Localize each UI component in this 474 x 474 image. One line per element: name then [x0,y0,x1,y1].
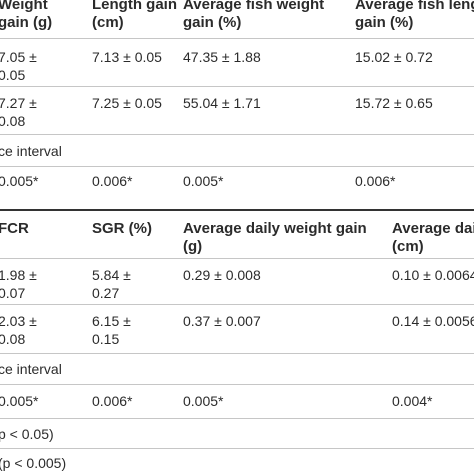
header-avg-fish-weight-gain: Average fish weight gain (%) [183,0,324,32]
table-cell: 0.10 ± 0.0064 [392,267,474,283]
header-line: gain (g) [0,14,53,31]
header-line: Average daily weight gain [183,220,367,237]
ci-value: 0.005* [0,393,39,409]
row-divider [0,38,474,39]
header-line: gain (%) [355,14,414,31]
header-avg-daily-weight-gain: Average daily weight gain (g) [183,220,367,256]
header-line: Average fish weight [183,0,325,13]
ci-value: 0.005* [183,393,224,409]
table-cell: 7.13 ± 0.05 [92,49,162,65]
cell-line: 7.27 ± [0,95,37,111]
header-line: (cm) [92,14,124,31]
header-fcr: FCR [0,220,29,237]
table-cell: 0.29 ± 0.008 [183,267,261,283]
confidence-interval-label: ce interval [0,361,62,377]
cell-line: 0.15 [92,331,120,347]
ci-value: 0.006* [92,393,133,409]
ci-value: 0.005* [183,173,224,189]
row-divider [0,418,474,419]
footnote: (p < 0.005) [0,455,67,471]
cell-line: 0.08 [0,331,26,347]
header-line: Weight [0,0,48,13]
row-divider [0,448,474,449]
cell-line: 0.07 [0,285,26,301]
header-avg-fish-length-gain: Average fish length gain (%) [355,0,474,32]
cell-line: 0.27 [92,285,120,301]
table-cell: 15.02 ± 0.72 [355,49,433,65]
header-line: Average fish length [355,0,474,13]
table-cell: 7.25 ± 0.05 [92,95,162,111]
ci-value: 0.006* [92,173,133,189]
table-cell: 47.35 ± 1.88 [183,49,261,65]
row-divider [0,353,474,354]
table-cell: 15.72 ± 0.65 [355,95,433,111]
header-line: (cm) [392,238,424,255]
table-cell: 1.98 ± 0.07 [0,266,37,302]
cell-line: 6.15 ± [92,313,131,329]
row-divider [0,86,474,87]
row-divider [0,384,474,385]
row-divider [0,134,474,135]
header-line: gain (%) [183,14,242,31]
table-cell: 0.14 ± 0.0056 [392,313,474,329]
table-cell: 0.37 ± 0.007 [183,313,261,329]
row-divider [0,166,474,167]
footnote: p < 0.05) [0,426,54,442]
header-weight-gain: Weight gain (g) [0,0,52,32]
row-divider [0,258,474,259]
cell-line: 0.05 [0,67,26,83]
ci-value: 0.005* [0,173,39,189]
header-length-gain: Length gain (cm) [92,0,177,32]
cell-line: 5.84 ± [92,267,131,283]
header-line: Length gain [92,0,177,13]
confidence-interval-label: ce interval [0,143,62,159]
cell-line: 7.05 ± [0,49,37,65]
table-cell: 55.04 ± 1.71 [183,95,261,111]
ci-value: 0.006* [355,173,396,189]
header-line: (g) [183,238,203,255]
header-sgr: SGR (%) [92,220,152,237]
table-cell: 5.84 ± 0.27 [92,266,131,302]
cell-line: 2.03 ± [0,313,37,329]
cell-line: 0.08 [0,113,26,129]
table-cell: 7.05 ± 0.05 [0,48,37,84]
table-cell: 6.15 ± 0.15 [92,312,131,348]
cell-line: 1.98 ± [0,267,37,283]
table-cell: 7.27 ± 0.08 [0,94,37,130]
table-cell: 2.03 ± 0.08 [0,312,37,348]
row-divider [0,304,474,305]
ci-value: 0.004* [392,393,433,409]
header-avg-daily-length-gain: Average daily (cm) [392,220,474,256]
table-separator [0,209,474,211]
header-line: Average daily [392,220,474,237]
